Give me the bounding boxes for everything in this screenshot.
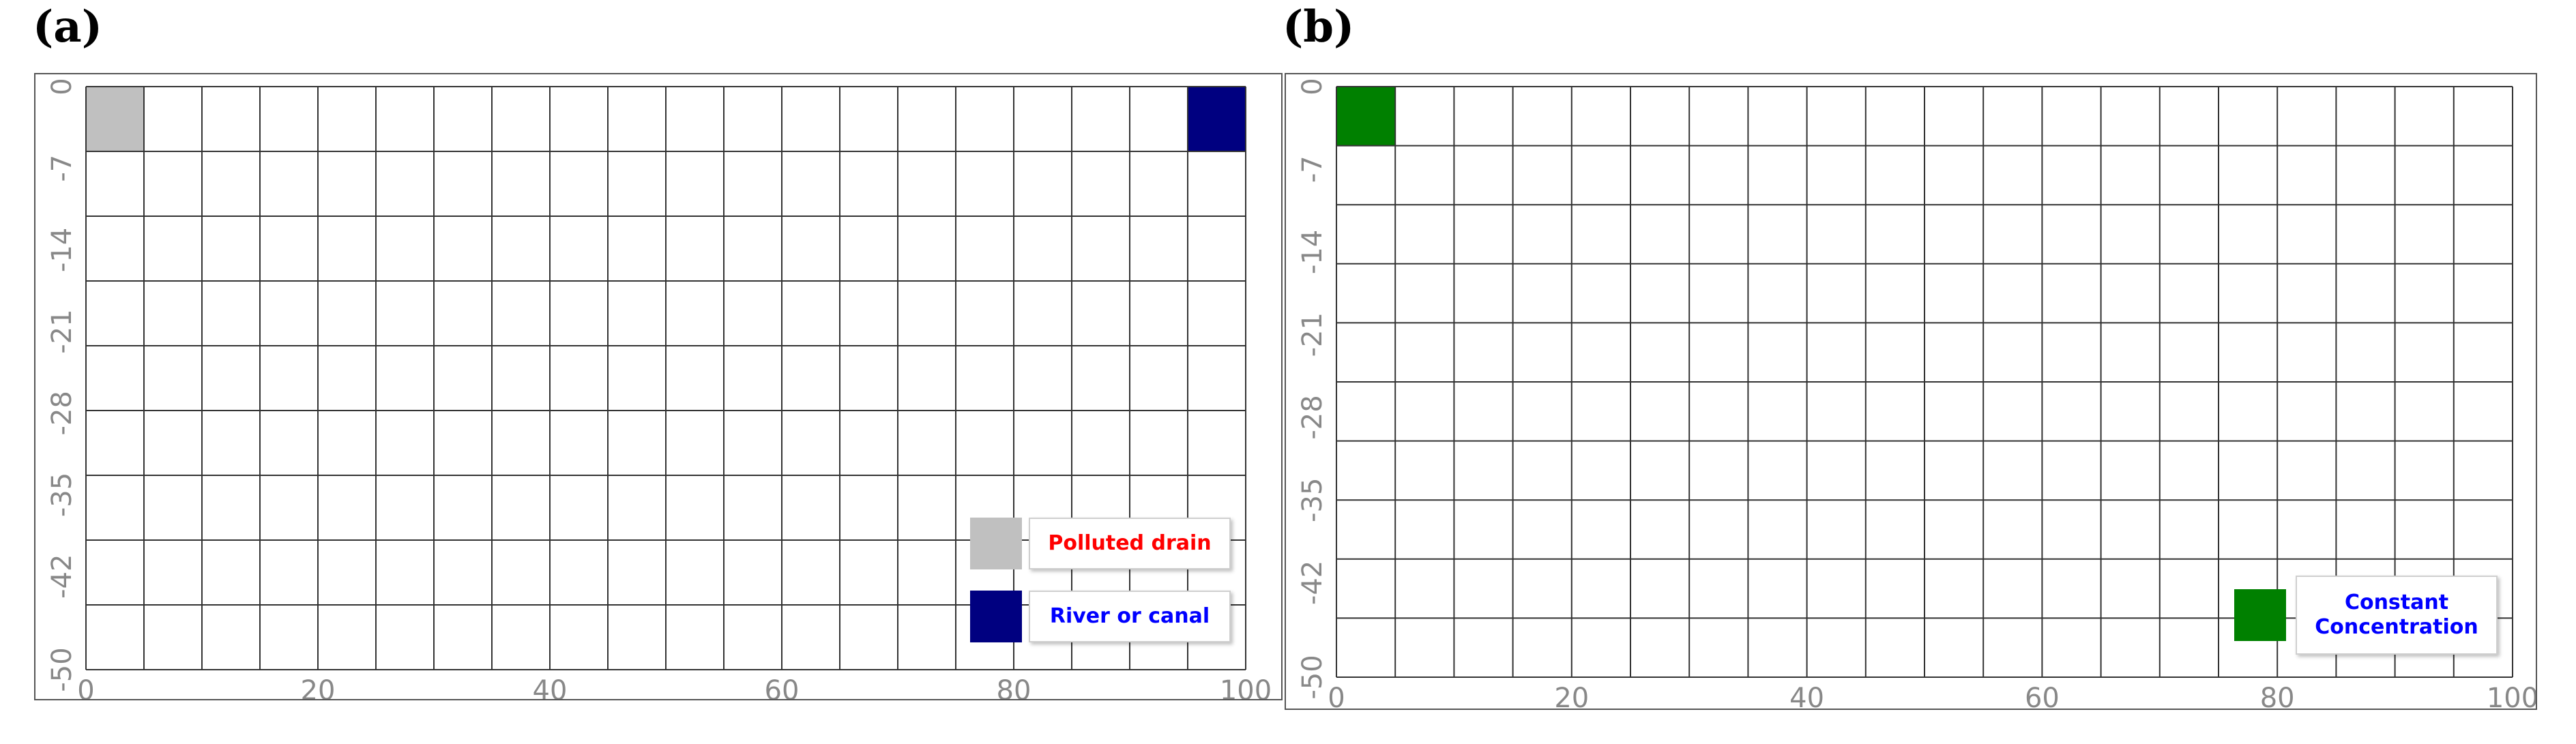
x-tick-label: 100	[2487, 683, 2536, 709]
x-tick-label: 20	[301, 675, 336, 699]
y-tick-label: -7	[1297, 155, 1328, 183]
grid-cell-river-or-canal	[1188, 87, 1246, 151]
panel-a-grid-frame: 0 20 40 60 80 100 0 -7 -14 -21 -28 -35 -42 -50 Pollut…	[34, 73, 1283, 700]
constant-concentration-label: Constant Concentration	[2296, 576, 2498, 655]
x-tick-label: 100	[1220, 675, 1272, 699]
polluted-drain-swatch	[970, 518, 1022, 569]
panel-b-label: (b)	[1283, 1, 1355, 53]
x-tick-label: 40	[1789, 683, 1824, 709]
y-tick-label: 0	[46, 78, 78, 95]
y-tick-label: -28	[46, 391, 78, 435]
x-tick-label: 40	[533, 675, 568, 699]
y-tick-label: -7	[46, 155, 78, 182]
panel-a-label: (a)	[33, 1, 103, 53]
y-tick-label: -14	[46, 228, 78, 272]
y-tick-label: 0	[1297, 78, 1328, 95]
x-tick-label: 0	[77, 675, 94, 699]
grid-cell-constant-concentration	[1336, 87, 1396, 146]
y-tick-label: -14	[1297, 230, 1328, 274]
polluted-drain-label: Polluted drain	[1029, 518, 1231, 569]
panel-b-grid: 0 20 40 60 80 100 0 -7 -14 -21 -28 -35 -42 -50	[1297, 78, 2536, 709]
river-or-canal-label: River or canal	[1029, 591, 1231, 642]
x-tick-label: 0	[1328, 683, 1345, 709]
y-tick-label: -35	[46, 473, 78, 517]
grid-cell-polluted-drain	[86, 87, 144, 151]
x-tick-label: 60	[2025, 683, 2060, 709]
y-tick-label: -21	[1297, 312, 1328, 357]
x-tick-label: 80	[2260, 683, 2295, 709]
y-tick-label: -21	[46, 309, 78, 353]
panel-b-grid-frame: 0 20 40 60 80 100 0 -7 -14 -21 -28 -35 -42 -50 Consta…	[1285, 73, 2537, 710]
y-tick-label: -35	[1297, 478, 1328, 522]
y-tick-label: -28	[1297, 395, 1328, 439]
constant-concentration-swatch	[2234, 589, 2286, 641]
y-tick-label: -42	[46, 554, 78, 599]
x-tick-label: 80	[997, 675, 1031, 699]
x-tick-label: 20	[1554, 683, 1589, 709]
y-tick-label: -50	[1297, 655, 1328, 699]
x-tick-label: 60	[765, 675, 800, 699]
y-tick-label: -50	[46, 647, 78, 691]
panel-a-grid: 0 20 40 60 80 100 0 -7 -14 -21 -28 -35 -42 -50	[46, 78, 1272, 699]
river-or-canal-swatch	[970, 591, 1022, 642]
y-tick-label: -42	[1297, 561, 1328, 605]
